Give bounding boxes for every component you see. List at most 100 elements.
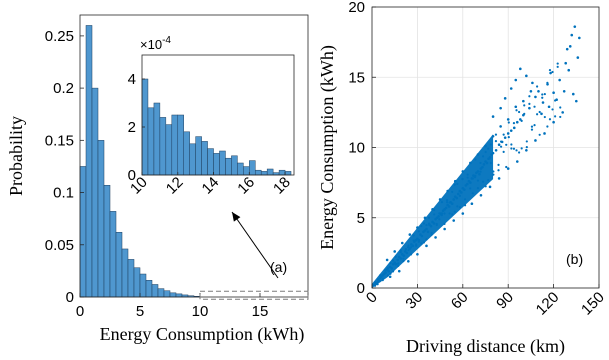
scatter-point: [461, 177, 464, 180]
scatter-point: [433, 208, 436, 212]
scatter-point: [476, 170, 480, 173]
scatter-point: [456, 182, 459, 185]
x-tick-label: 0: [76, 303, 84, 320]
scatter-point: [551, 70, 554, 74]
scatter-point: [489, 143, 492, 146]
inset-bar: [237, 162, 244, 176]
histogram-bar: [97, 140, 105, 298]
scatter-point: [408, 233, 412, 236]
scatter-point: [482, 163, 486, 166]
scatter-point: [481, 165, 484, 169]
scatter-point: [536, 113, 539, 116]
scatter-point: [533, 123, 536, 127]
scatter-point: [469, 161, 472, 165]
scatter-point: [409, 246, 413, 249]
scatter-point: [433, 213, 436, 216]
scatter-point: [404, 248, 407, 251]
scatter-point: [506, 132, 510, 135]
scatter-point: [471, 192, 474, 195]
scatter-point: [552, 91, 555, 95]
scatter-point: [512, 122, 516, 125]
scatter-point: [506, 167, 510, 170]
inset-multiplier-label: ×10-4: [140, 35, 171, 52]
scatter-point: [517, 151, 521, 154]
panel-a-bars: [79, 25, 201, 298]
scatter-point: [487, 147, 490, 150]
scatter-point: [469, 181, 472, 184]
scatter-point: [412, 239, 415, 242]
scatter-point: [476, 186, 480, 190]
scatter-point: [519, 67, 522, 71]
panel-b-y-ticks: 0 5 10 15 20: [348, 0, 376, 297]
scatter-point: [506, 118, 510, 121]
scatter-point: [387, 269, 390, 273]
scatter-point: [478, 172, 481, 176]
inset-bar: [225, 157, 232, 176]
scatter-point: [543, 92, 546, 96]
x-tick-label: 0: [363, 289, 381, 307]
scatter-point: [533, 105, 536, 108]
x-tick-label: 60: [448, 289, 472, 313]
y-tick-label: 0: [357, 280, 365, 297]
scatter-point: [479, 193, 483, 197]
scatter-point: [453, 179, 457, 183]
y-tick-label: 0.05: [45, 237, 74, 254]
scatter-point: [376, 283, 379, 286]
scatter-point: [420, 224, 423, 228]
inset-bar: [195, 136, 202, 176]
scatter-point: [443, 227, 446, 231]
inset-bar: [153, 102, 161, 176]
scatter-point: [452, 219, 456, 222]
panel-a-label: (a): [270, 259, 287, 275]
scatter-point: [461, 212, 465, 215]
scatter-point: [381, 279, 384, 282]
scatter-point: [559, 115, 562, 119]
scatter-point: [541, 96, 544, 99]
scatter-point: [499, 140, 503, 143]
inset-axes-frame: [141, 54, 295, 176]
inset-bar: [266, 168, 274, 176]
scatter-point: [514, 105, 518, 109]
histogram-bar: [175, 293, 183, 298]
scatter-point: [528, 102, 531, 105]
scatter-point: [568, 45, 572, 48]
y-tick-label: 20: [348, 0, 365, 16]
inset-multiplier-exponent: -4: [162, 35, 171, 46]
scatter-point: [538, 110, 541, 114]
scatter-point: [505, 143, 508, 146]
panel-b-points: [372, 25, 581, 288]
x-tick-label: 30: [402, 289, 426, 313]
scatter-point: [393, 250, 397, 253]
scatter-point: [422, 241, 426, 244]
scatter-point: [509, 129, 513, 132]
scatter-point: [458, 206, 462, 209]
scatter-point: [425, 244, 428, 248]
inset-bar: [165, 124, 173, 176]
histogram-bar: [85, 25, 93, 298]
scatter-point: [391, 270, 395, 273]
scatter-point: [407, 244, 410, 247]
scatter-point: [458, 194, 462, 198]
scatter-point: [453, 210, 456, 213]
scatter-point: [489, 161, 492, 165]
scatter-point: [402, 260, 405, 263]
scatter-point: [502, 150, 505, 153]
scatter-point: [451, 213, 454, 216]
scatter-point: [432, 222, 436, 225]
scatter-point: [509, 87, 513, 90]
scatter-point: [427, 222, 431, 225]
scatter-point: [389, 272, 392, 275]
scatter-point: [503, 97, 507, 100]
histogram-bar: [133, 267, 141, 298]
scatter-point: [474, 174, 477, 177]
scatter-point: [399, 249, 402, 252]
scatter-point: [376, 280, 379, 284]
histogram-bar: [151, 284, 159, 298]
scatter-point: [497, 169, 500, 172]
scatter-point: [534, 139, 537, 142]
x-tick-label: 15: [252, 303, 269, 320]
inset-bar: [243, 166, 250, 176]
scatter-point: [402, 257, 405, 260]
scatter-point: [443, 222, 446, 225]
scatter-point: [450, 202, 454, 205]
